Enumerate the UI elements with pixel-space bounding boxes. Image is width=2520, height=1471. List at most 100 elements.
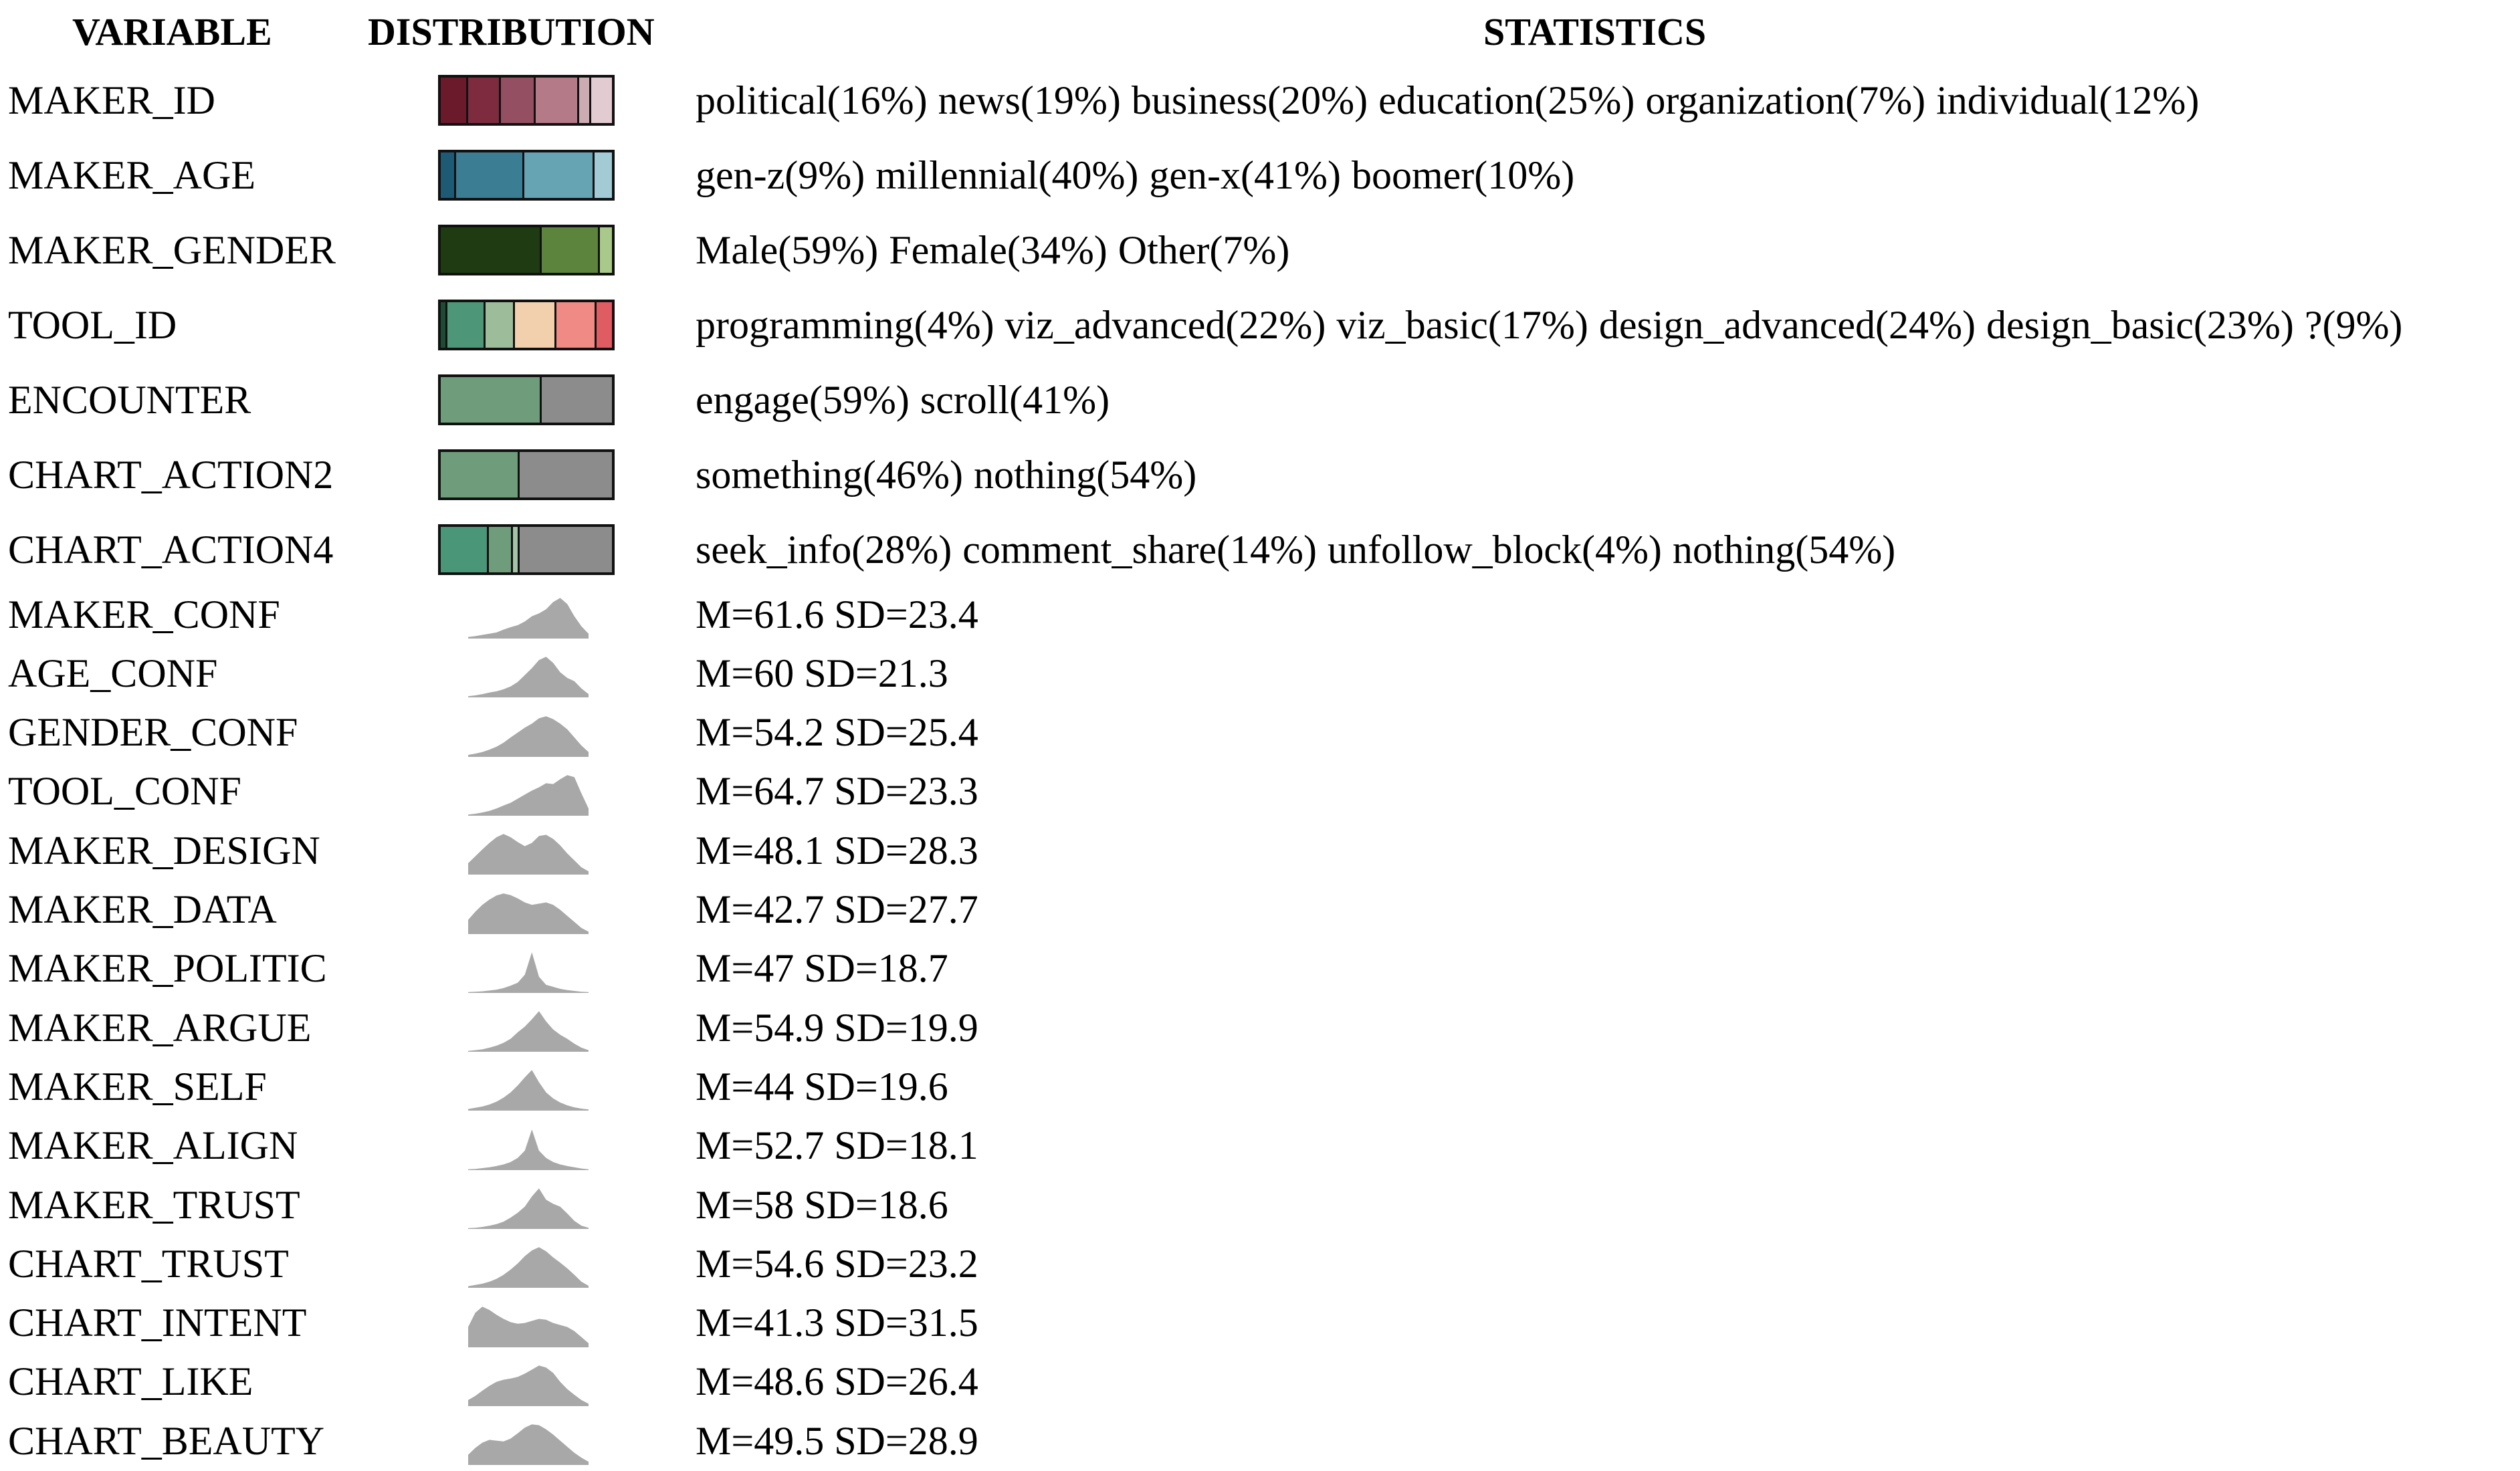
table-row: MAKER_AGE gen-z(9%) millennial(40%) gen-x(4… — [0, 142, 2520, 209]
category-stat: seek_info(28%) — [696, 527, 952, 572]
variable-name: MAKER_AGE — [8, 152, 255, 197]
table-row: MAKER_GENDER Male(59%) Female(34%) Other(7%… — [0, 217, 2520, 284]
table-row: CHART_ACTION4 seek_info(28%) comment_share… — [0, 516, 2520, 583]
bar-segment — [596, 302, 612, 348]
bar-segment — [556, 302, 597, 348]
table-row: CHART_LIKE M=48.6 SD=26.4 — [0, 1353, 2520, 1411]
density-sparkline — [468, 1070, 589, 1111]
table-row: MAKER_POLITIC M=47 SD=18.7 — [0, 939, 2520, 998]
bar-segment — [441, 152, 457, 198]
density-area — [468, 1129, 589, 1170]
bar-segment — [512, 527, 520, 572]
statistics-cell: M=54.9 SD=19.9 — [696, 998, 978, 1057]
statistics-cell: M=44 SD=19.6 — [696, 1057, 948, 1116]
statistics-cell: M=42.7 SD=27.7 — [696, 881, 978, 939]
density-sparkline — [468, 1129, 589, 1170]
distribution-cell — [438, 366, 615, 433]
distribution-cell — [438, 1057, 619, 1116]
variable-name: MAKER_SELF — [8, 1064, 267, 1109]
statistics-cell: gen-z(9%) millennial(40%) gen-x(41%) boomer… — [696, 142, 1574, 209]
density-area — [468, 1070, 589, 1111]
category-stat: ?(9%) — [2304, 302, 2403, 347]
density-sparkline — [468, 952, 589, 993]
variable-name: CHART_LIKE — [8, 1359, 253, 1404]
variable-name: CHART_ACTION4 — [8, 527, 334, 572]
table-row: MAKER_ID political(16%) news(19%) business(… — [0, 67, 2520, 134]
density-sparkline — [468, 1247, 589, 1288]
category-stat: nothing(54%) — [973, 452, 1197, 497]
statistics-cell: M=61.6 SD=23.4 — [696, 585, 978, 644]
variable-name: TOOL_CONF — [8, 769, 241, 814]
statistics-cell: engage(59%) scroll(41%) — [696, 366, 1110, 433]
density-area — [468, 657, 589, 698]
statistics-cell: political(16%) news(19%) business(20%) educ… — [696, 67, 2199, 134]
header-distribution: DISTRIBUTION — [368, 10, 655, 53]
bar-segment — [595, 152, 612, 198]
distribution-cell — [438, 1234, 619, 1293]
density-area — [468, 715, 589, 757]
statistics-cell: something(46%) nothing(54%) — [696, 441, 1196, 508]
density-area — [468, 1011, 589, 1052]
statistics-cell: M=41.3 SD=31.5 — [696, 1294, 978, 1353]
variable-name: CHART_BEAUTY — [8, 1418, 325, 1463]
category-stat: news(19%) — [938, 78, 1121, 122]
variable-name: MAKER_ALIGN — [8, 1123, 298, 1168]
density-area — [468, 952, 589, 993]
variable-name: ENCOUNTER — [8, 377, 251, 422]
bar-segment — [501, 78, 536, 123]
distribution-cell — [438, 1411, 619, 1470]
table-row: AGE_CONF M=60 SD=21.3 — [0, 644, 2520, 703]
table-row: CHART_ACTION2 something(46%) nothing(54%) — [0, 441, 2520, 508]
statistics-cell: M=48.1 SD=28.3 — [696, 821, 978, 880]
table-row: GENDER_CONF M=54.2 SD=25.4 — [0, 703, 2520, 762]
statistics-cell: M=64.7 SD=23.3 — [696, 762, 978, 821]
distribution-cell — [438, 703, 619, 762]
variable-name: TOOL_ID — [8, 302, 177, 347]
density-sparkline — [468, 1011, 589, 1052]
table-row: MAKER_SELF M=44 SD=19.6 — [0, 1057, 2520, 1116]
statistics-cell: M=58 SD=18.6 — [696, 1175, 948, 1234]
mean-sd-stat: M=42.7 SD=27.7 — [696, 887, 978, 931]
bar-segment — [468, 78, 502, 123]
density-sparkline — [468, 775, 589, 816]
density-area — [468, 598, 589, 639]
variable-name: MAKER_GENDER — [8, 227, 336, 272]
distribution-cell — [438, 441, 615, 508]
bar-segment — [441, 78, 469, 123]
distribution-cell — [438, 998, 619, 1057]
bar-segment — [441, 302, 448, 348]
stacked-bar — [438, 75, 615, 126]
variable-name: CHART_ACTION2 — [8, 452, 334, 497]
density-sparkline — [468, 893, 589, 934]
mean-sd-stat: M=47 SD=18.7 — [696, 946, 948, 991]
stacked-bar — [438, 449, 615, 500]
distribution-cell — [438, 1353, 619, 1411]
density-sparkline — [468, 834, 589, 875]
mean-sd-stat: M=60 SD=21.3 — [696, 651, 948, 695]
mean-sd-stat: M=61.6 SD=23.4 — [696, 592, 978, 637]
variable-name: MAKER_DATA — [8, 887, 277, 931]
distribution-cell — [438, 516, 615, 583]
table-row: MAKER_DESIGN M=48.1 SD=28.3 — [0, 821, 2520, 880]
density-area — [468, 893, 589, 934]
bar-segment — [456, 152, 525, 198]
density-sparkline — [468, 715, 589, 757]
statistics-cell: M=60 SD=21.3 — [696, 644, 948, 703]
bar-segment — [524, 152, 595, 198]
density-sparkline — [468, 1188, 589, 1229]
bar-segment — [519, 527, 612, 572]
table-row: CHART_TRUST M=54.6 SD=23.2 — [0, 1234, 2520, 1293]
variable-name: MAKER_ID — [8, 78, 215, 122]
distribution-cell — [438, 939, 619, 998]
bar-segment — [441, 527, 489, 572]
category-stat: scroll(41%) — [920, 377, 1110, 422]
distribution-cell — [438, 67, 615, 134]
distribution-cell — [438, 292, 615, 358]
category-stat: Other(7%) — [1118, 227, 1290, 272]
bar-segment — [515, 302, 557, 348]
stacked-bar — [438, 374, 615, 425]
density-area — [468, 775, 589, 816]
distribution-cell — [438, 644, 619, 703]
variable-name: AGE_CONF — [8, 651, 218, 695]
